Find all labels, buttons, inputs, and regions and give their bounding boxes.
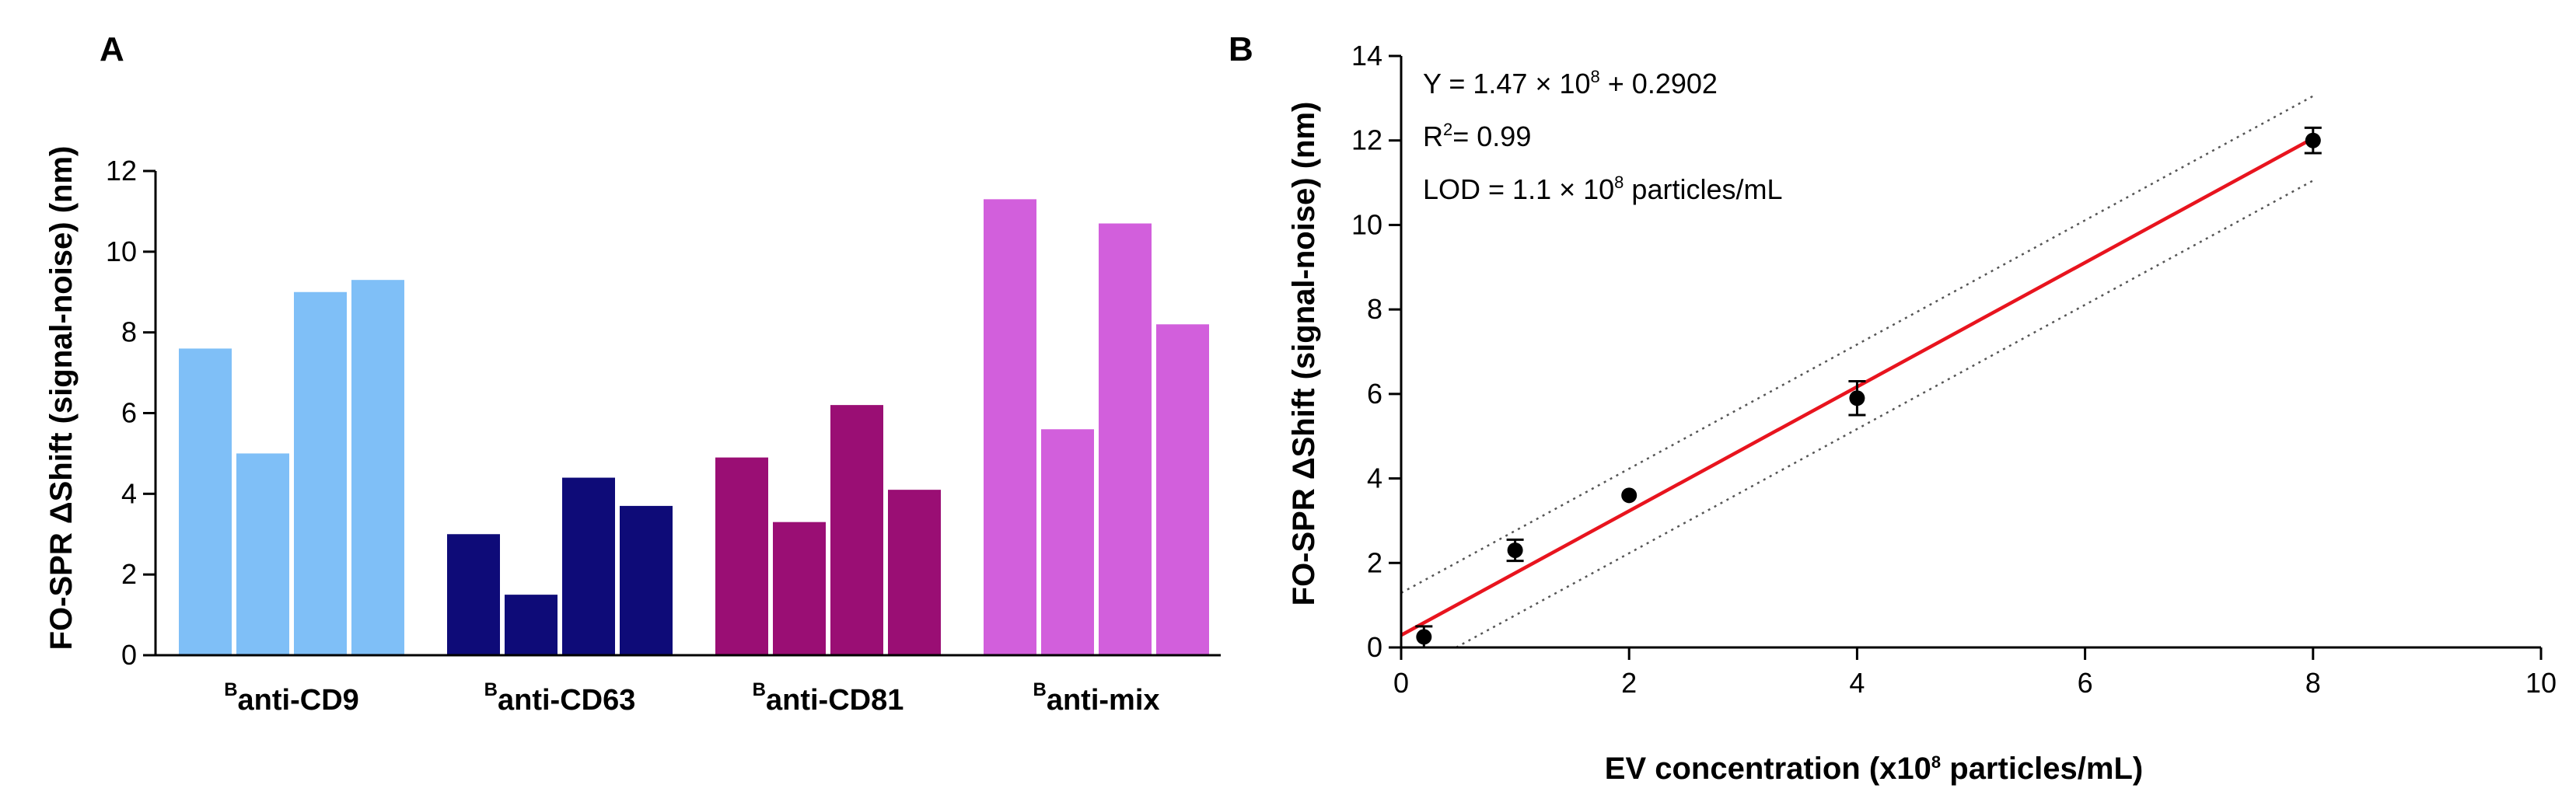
panel-a-y-tick-label: 2 <box>121 558 137 590</box>
bar-anti-CD81-2 <box>773 522 826 655</box>
panel-b-x-tick-label: 8 <box>2305 667 2321 699</box>
data-point-5 <box>2305 132 2321 148</box>
panel-b-y-tick-label: 12 <box>1351 124 1382 156</box>
equation-annotation-2: R2= 0.99 <box>1423 120 1531 152</box>
panel-a-y-tick-label: 8 <box>121 316 137 348</box>
panel-a-y-tick-label: 4 <box>121 477 137 509</box>
panel-a-bars <box>179 199 1209 655</box>
panel-b-x-tick-label: 10 <box>2525 667 2557 699</box>
category-label-anti-CD63: Banti-CD63 <box>484 679 636 717</box>
data-point-1 <box>1416 629 1432 645</box>
panel-b-y-tick-label: 10 <box>1351 208 1382 240</box>
data-point-2 <box>1507 542 1523 558</box>
category-label-anti-mix: Banti-mix <box>1033 679 1159 717</box>
bar-anti-CD9-1 <box>179 348 232 655</box>
panel-a-y-tick-label: 12 <box>106 155 137 187</box>
bar-anti-CD81-4 <box>888 490 941 655</box>
panel-b-y-tick-label: 8 <box>1367 293 1382 325</box>
panel-a: A FO-SPR ΔShift (signal-noise) (nm) Bant… <box>44 30 1221 717</box>
panel-a-y-axis-title: FO-SPR ΔShift (signal-noise) (nm) <box>44 146 79 651</box>
data-point-3 <box>1621 487 1638 504</box>
panel-a-y-tick-label: 0 <box>121 639 137 671</box>
bar-anti-CD63-2 <box>505 595 557 655</box>
panel-b-annotations: Y = 1.47 × 108 + 0.2902 R2= 0.99 LOD = 1.1… <box>1423 67 1783 205</box>
panel-b-confidence-band <box>1400 95 2314 649</box>
bar-anti-CD9-2 <box>236 453 289 655</box>
panel-b-x-tick-label: 2 <box>1621 667 1637 699</box>
confidence-band-upper <box>1400 95 2314 594</box>
bar-anti-mix-4 <box>1156 324 1209 655</box>
panel-b-x-tick-label: 0 <box>1393 667 1409 699</box>
panel-a-letter: A <box>100 30 124 68</box>
bar-anti-CD81-3 <box>830 405 883 655</box>
bar-anti-CD63-3 <box>562 477 615 655</box>
category-label-anti-CD81: Banti-CD81 <box>753 679 904 717</box>
panel-b-y-tick-label: 4 <box>1367 462 1382 494</box>
panel-a-axes: Banti-CD9 Banti-CD63 Banti-CD81 Banti-mix 0 2… <box>106 155 1221 717</box>
bar-anti-mix-1 <box>984 199 1036 655</box>
bar-anti-CD63-1 <box>447 534 500 655</box>
bar-anti-CD9-3 <box>294 291 347 655</box>
panel-b-x-tick-label: 6 <box>2078 667 2093 699</box>
panel-a-y-tick-label: 10 <box>106 236 137 267</box>
panel-b-x-axis-title: EV concentration (x108 particles/mL) <box>1605 752 2143 786</box>
panel-b-y-tick-label: 6 <box>1367 378 1382 410</box>
panel-b-points <box>1415 126 2322 649</box>
bar-anti-mix-2 <box>1041 429 1094 655</box>
panel-b: B FO-SPR ΔShift (signal-noise) (nm) 0 2 4 6… <box>1229 30 2557 786</box>
bar-anti-CD63-4 <box>620 505 673 655</box>
equation-annotation-1: Y = 1.47 × 108 + 0.2902 <box>1423 67 1718 99</box>
confidence-band-lower <box>1456 180 2314 649</box>
panel-b-y-axis-title: FO-SPR ΔShift (signal-noise) (nm) <box>1287 102 1321 606</box>
panel-b-axes: 0 2 4 6 8 10 12 14 0 2 4 6 8 10 <box>1351 40 2557 699</box>
bar-anti-CD81-1 <box>715 457 768 655</box>
panel-b-x-tick-label: 4 <box>1849 667 1865 699</box>
bar-anti-CD9-4 <box>351 280 404 655</box>
panel-b-y-tick-label: 14 <box>1351 40 1382 72</box>
panel-b-y-tick-label: 0 <box>1367 631 1382 663</box>
panel-a-y-tick-label: 6 <box>121 397 137 429</box>
category-label-anti-CD9: Banti-CD9 <box>224 679 359 717</box>
bar-anti-mix-3 <box>1099 223 1152 655</box>
panel-b-y-tick-label: 2 <box>1367 546 1382 578</box>
data-point-4 <box>1849 390 1865 406</box>
panel-b-letter: B <box>1229 30 1253 68</box>
equation-annotation-3: LOD = 1.1 × 108 particles/mL <box>1423 173 1783 205</box>
